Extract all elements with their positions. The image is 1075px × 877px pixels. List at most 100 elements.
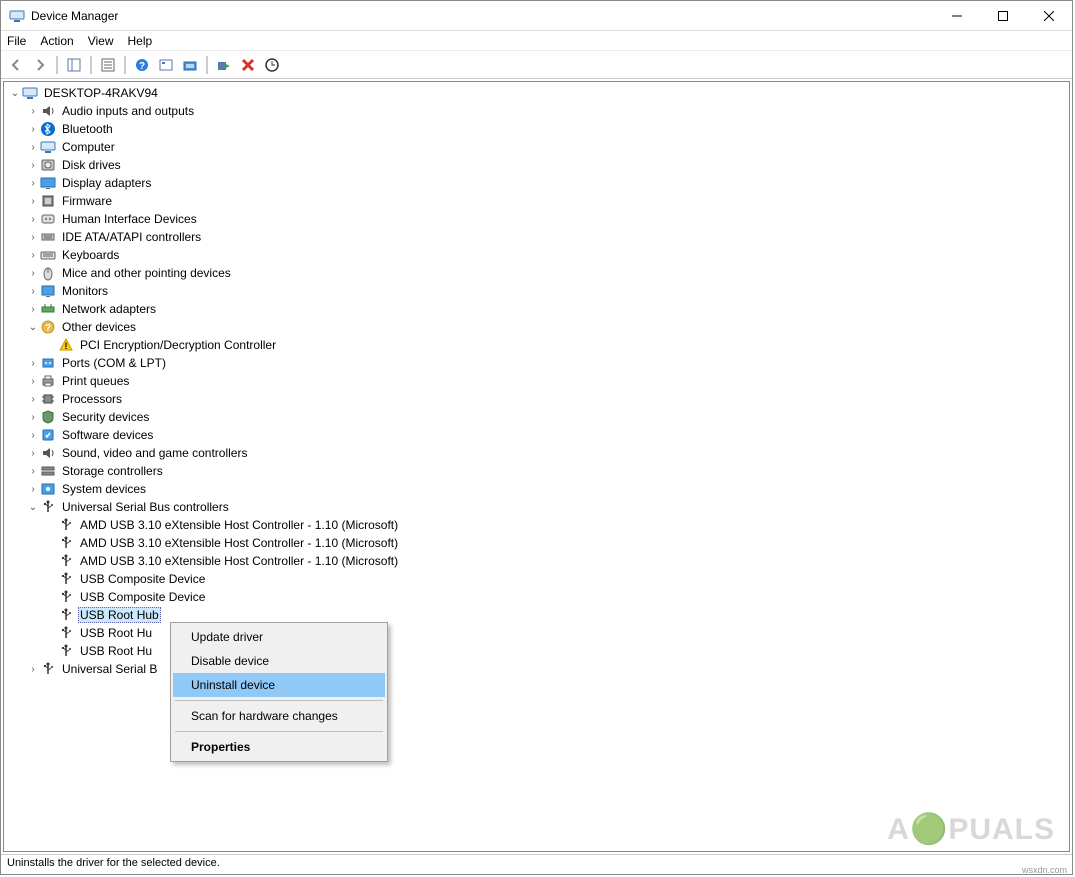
expander-icon[interactable]: ⌄ [8,88,22,99]
mouse-icon [40,265,56,281]
tree-category[interactable]: › Disk drives [4,156,1069,174]
action-button[interactable] [155,54,177,76]
help-button[interactable]: ? [131,54,153,76]
usb-icon [58,607,74,623]
expander-icon[interactable]: › [26,664,40,675]
expander-icon[interactable]: › [26,178,40,189]
usb-icon [58,517,74,533]
tree-device[interactable]: USB Composite Device [4,570,1069,588]
menu-file[interactable]: File [7,34,26,48]
expander-icon[interactable]: › [26,268,40,279]
menu-action[interactable]: Action [40,34,73,48]
expander-icon[interactable]: › [26,394,40,405]
tree-category[interactable]: ›Mice and other pointing devices [4,264,1069,282]
expander-icon[interactable]: › [26,466,40,477]
tree-device[interactable]: USB Composite Device [4,588,1069,606]
back-button[interactable] [5,54,27,76]
window-title: Device Manager [31,9,934,23]
tree-device[interactable]: USB Root Hu [4,624,1069,642]
tree-category[interactable]: ›Monitors [4,282,1069,300]
menu-view[interactable]: View [88,34,114,48]
expander-icon[interactable]: › [26,376,40,387]
tree-category[interactable]: ›Universal Serial B [4,660,1069,678]
enable-button[interactable] [213,54,235,76]
expander-icon[interactable]: › [26,124,40,135]
tree-category[interactable]: ⌄?Other devices [4,318,1069,336]
security-icon [40,409,56,425]
printer-icon [40,373,56,389]
tree-node-label: Disk drives [60,158,123,172]
firmware-icon [40,193,56,209]
tree-category[interactable]: ›Processors [4,390,1069,408]
svg-text:?: ? [139,61,145,72]
expander-icon[interactable]: › [26,160,40,171]
tree-node-label: AMD USB 3.10 eXtensible Host Controller … [78,554,400,568]
minimize-button[interactable] [934,1,980,31]
expander-icon[interactable]: › [26,196,40,207]
context-menu-item[interactable]: Update driver [173,625,385,649]
tree-category[interactable]: ›Software devices [4,426,1069,444]
context-menu-item[interactable]: Properties [173,735,385,759]
update-button[interactable] [261,54,283,76]
expander-icon[interactable]: › [26,358,40,369]
tree-category[interactable]: ›Audio inputs and outputs [4,102,1069,120]
expander-icon[interactable]: › [26,286,40,297]
toolbar-separator [90,56,92,74]
close-button[interactable] [1026,1,1072,31]
show-hide-tree-button[interactable] [63,54,85,76]
context-menu-item[interactable]: Disable device [173,649,385,673]
tree-category[interactable]: ›IDE ATA/ATAPI controllers [4,228,1069,246]
expander-icon[interactable]: › [26,484,40,495]
expander-icon[interactable]: › [26,142,40,153]
expander-icon[interactable]: › [26,250,40,261]
expander-icon[interactable]: › [26,214,40,225]
expander-icon[interactable]: › [26,412,40,423]
expander-icon[interactable]: › [26,448,40,459]
expander-icon[interactable]: › [26,106,40,117]
tree-category[interactable]: ⌄Universal Serial Bus controllers [4,498,1069,516]
tree-device[interactable]: AMD USB 3.10 eXtensible Host Controller … [4,534,1069,552]
software-icon [40,427,56,443]
tree-device[interactable]: !PCI Encryption/Decryption Controller [4,336,1069,354]
device-manager-window: Device Manager File Action View Help ? ⌄… [0,0,1073,875]
properties-button[interactable] [97,54,119,76]
context-menu-item[interactable]: Scan for hardware changes [173,704,385,728]
expander-icon[interactable]: ⌄ [26,322,40,333]
device-tree[interactable]: ⌄DESKTOP-4RAKV94›Audio inputs and output… [3,81,1070,852]
uninstall-button[interactable] [237,54,259,76]
tree-category[interactable]: ›Network adapters [4,300,1069,318]
tree-device[interactable]: USB Root Hu [4,642,1069,660]
tree-category[interactable]: ›Storage controllers [4,462,1069,480]
tree-category[interactable]: ›Human Interface Devices [4,210,1069,228]
expander-icon[interactable]: › [26,304,40,315]
usb-icon [40,661,56,677]
tree-category[interactable]: ›Keyboards [4,246,1069,264]
network-icon [40,301,56,317]
tree-node-label: Print queues [60,374,131,388]
tree-category[interactable]: ›Firmware [4,192,1069,210]
maximize-button[interactable] [980,1,1026,31]
tree-category[interactable]: ›Ports (COM & LPT) [4,354,1069,372]
expander-icon[interactable]: ⌄ [26,502,40,513]
tree-category[interactable]: ›System devices [4,480,1069,498]
tree-category[interactable]: › Print queues [4,372,1069,390]
tree-device[interactable]: AMD USB 3.10 eXtensible Host Controller … [4,516,1069,534]
tree-device[interactable]: AMD USB 3.10 eXtensible Host Controller … [4,552,1069,570]
tree-category[interactable]: ›Security devices [4,408,1069,426]
forward-button[interactable] [29,54,51,76]
tree-category[interactable]: ›Bluetooth [4,120,1069,138]
usb-icon [40,499,56,515]
tree-device[interactable]: USB Root Hub [4,606,1069,624]
tree-category[interactable]: ›Computer [4,138,1069,156]
scan-button[interactable] [179,54,201,76]
usb-icon [58,571,74,587]
window-controls [934,1,1072,31]
expander-icon[interactable]: › [26,232,40,243]
tree-category[interactable]: ›Sound, video and game controllers [4,444,1069,462]
tree-root[interactable]: ⌄DESKTOP-4RAKV94 [4,84,1069,102]
expander-icon[interactable]: › [26,430,40,441]
context-menu-item[interactable]: Uninstall device [173,673,385,697]
svg-text:!: ! [65,341,68,351]
menu-help[interactable]: Help [128,34,153,48]
tree-category[interactable]: ›Display adapters [4,174,1069,192]
